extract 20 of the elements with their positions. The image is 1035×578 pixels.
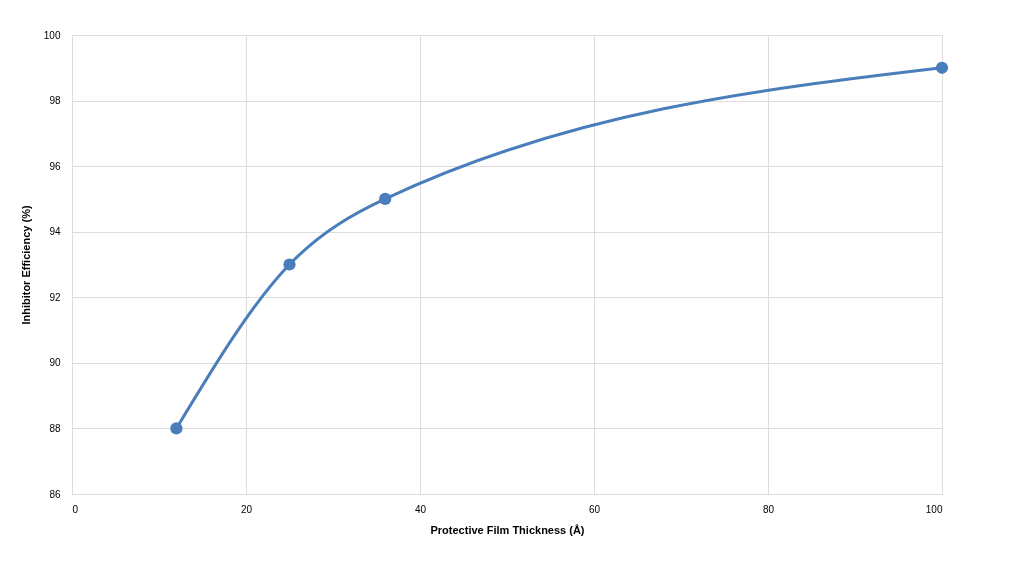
y-axis-title: Inhibitor Efficiency (%) <box>19 205 32 325</box>
y-tick-label: 100 <box>43 29 61 41</box>
point <box>379 192 392 206</box>
x-tick-label: 60 <box>588 503 601 515</box>
x-axis-title: Protective Film Thickness (Å) <box>430 523 585 536</box>
y-tick-label: 96 <box>49 160 61 172</box>
y-tick-label: 90 <box>49 357 61 369</box>
x-tick-label: 80 <box>762 503 775 515</box>
point <box>170 422 183 435</box>
x-tick-label: 20 <box>240 503 253 515</box>
x-tick-label: 100 <box>925 503 943 515</box>
y-tick-label: 92 <box>49 291 61 303</box>
y-tick-label: 94 <box>49 226 61 238</box>
point <box>283 258 296 271</box>
point <box>935 61 949 74</box>
x-tick-label: 0 <box>72 503 79 515</box>
y-tick-label: 86 <box>49 488 61 500</box>
x-tick-label: 40 <box>414 503 427 515</box>
y-tick-label: 88 <box>49 422 61 434</box>
y-tick-label: 98 <box>49 95 61 107</box>
